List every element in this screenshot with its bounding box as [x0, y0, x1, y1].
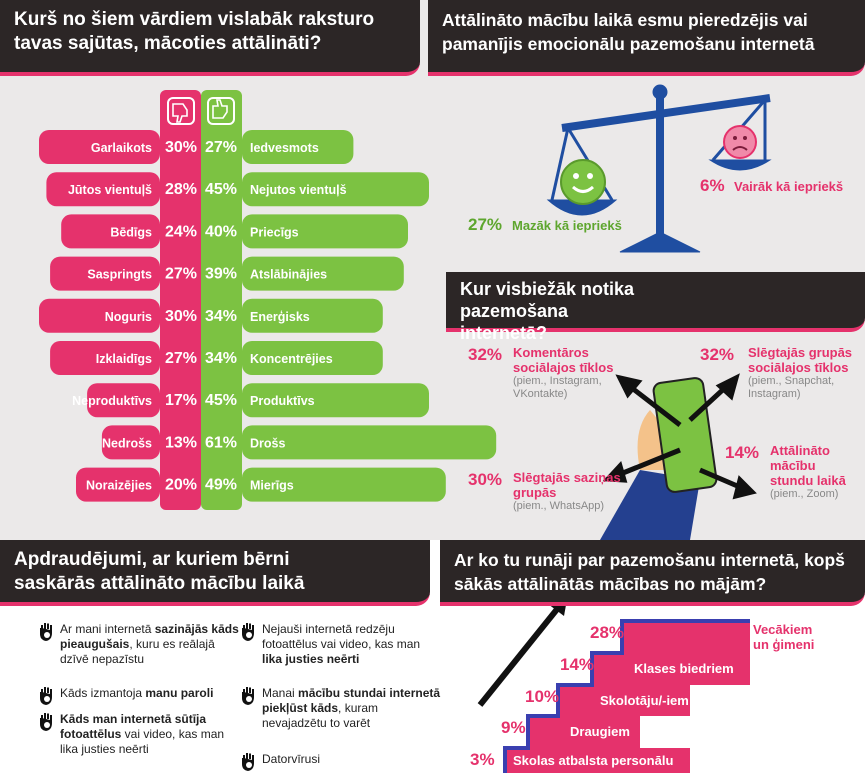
- threat-text: Ar mani internetā: [60, 622, 155, 636]
- section-header: Kur visbiežāk notika pazemošana internet…: [446, 272, 865, 332]
- positive-label: Produktīvs: [250, 394, 315, 408]
- positive-value-label: 61%: [205, 434, 237, 451]
- section-title: Ar ko tu runāji par pazemošanu internetā…: [454, 550, 845, 594]
- threat-item: Ar mani internetā sazinājās kāds pieaugu…: [38, 622, 240, 667]
- step-label: Skolotāju/-iem: [600, 693, 689, 708]
- label: Mazāk kā iepriekš: [512, 218, 622, 233]
- step-label: Klases biedriem: [634, 661, 734, 676]
- positive-value-label: 34%: [205, 308, 237, 325]
- threat-item: Kāds man internetā sūtīja fotoattēlus va…: [38, 712, 240, 757]
- label: Vairāk kā iepriekš: [734, 179, 843, 194]
- positive-value-label: 34%: [205, 350, 237, 367]
- percent: 9%: [501, 718, 526, 738]
- percent: 3%: [470, 750, 495, 770]
- positive-label: Koncentrējies: [250, 352, 333, 366]
- location-block: Komentāros sociālajos tīklos(piem., Inst…: [513, 345, 621, 401]
- location-example: (piem., Instagram, VKontakte): [513, 375, 621, 401]
- percent: 28%: [590, 623, 624, 643]
- threat-text: Kāds izmantoja: [60, 686, 145, 700]
- percent: 10%: [525, 687, 559, 707]
- percent: 6%: [700, 176, 725, 196]
- location-label: Attālināto mācību stundu laikā: [770, 443, 846, 488]
- hand-icon: [240, 622, 258, 642]
- positive-label: Priecīgs: [250, 225, 299, 239]
- positive-label: Enerģisks: [250, 310, 310, 324]
- negative-label: Izklaidīgs: [96, 352, 152, 366]
- smiley-happy: [561, 160, 605, 204]
- step-label: Skolas atbalsta personālu: [513, 753, 673, 768]
- threat-text: lika justies neērti: [262, 652, 359, 666]
- step-label: Vecākiem un ģimeni: [753, 622, 823, 652]
- hand-icon: [240, 752, 258, 772]
- stair-step: [622, 621, 750, 653]
- location-label: Slēgtajās saziņas grupās: [513, 470, 621, 500]
- positive-label: Mierīgs: [250, 479, 294, 493]
- location-block: Slēgtajās grupās sociālajos tīklos(piem.…: [748, 345, 856, 401]
- threat-item: Datorvīrusi: [240, 752, 442, 767]
- negative-label: Garlaikots: [91, 141, 152, 155]
- negative-value-label: 27%: [165, 350, 197, 367]
- positive-label: Nejutos vientuļš: [250, 183, 347, 197]
- location-block: Attālināto mācību stundu laikā(piem., Zo…: [770, 443, 850, 501]
- location-label: Slēgtajās grupās sociālajos tīklos: [748, 345, 852, 375]
- negative-value-label: 28%: [165, 181, 197, 198]
- threat-text: manu paroli: [145, 686, 213, 700]
- negative-value-label: 30%: [165, 139, 197, 156]
- negative-label: Neproduktīvs: [72, 394, 152, 408]
- location-block: Slēgtajās saziņas grupās(piem., WhatsApp…: [513, 470, 621, 513]
- section-title: Attālināto mācību laikā esmu pieredzējis…: [442, 10, 814, 54]
- section-title: Kurš no šiem vārdiem vislabāk raksturo t…: [14, 9, 374, 54]
- threat-item: Kāds izmantoja manu paroli: [38, 686, 240, 701]
- percent: 27%: [468, 215, 502, 235]
- positive-value-label: 45%: [205, 181, 237, 198]
- negative-value-label: 13%: [165, 434, 197, 451]
- negative-label: Noguris: [105, 310, 152, 324]
- threat-item: Nejauši internetā redzēju fotoattēlus va…: [240, 622, 442, 667]
- negative-value-label: 27%: [165, 266, 197, 283]
- threat-text: Datorvīrusi: [262, 752, 320, 766]
- negative-label: Jūtos vientuļš: [68, 183, 152, 197]
- positive-label: Atslābinājies: [250, 268, 327, 282]
- hand-icon: [38, 712, 56, 732]
- step-label: Draugiem: [570, 724, 630, 739]
- threat-text: Nejauši internetā redzēju fotoattēlus va…: [262, 622, 420, 651]
- negative-label: Saspringts: [87, 268, 152, 282]
- location-example: (piem., WhatsApp): [513, 500, 621, 513]
- positive-label: Iedvesmots: [250, 141, 319, 155]
- negative-label: Bēdīgs: [110, 225, 152, 239]
- section-title: Apdraudējumi, ar kuriem bērni saskārās a…: [14, 549, 304, 594]
- page: Garlaikots 30% 27% Iedvesmots Jūtos vientuļš…: [0, 0, 865, 773]
- location-label: Komentāros sociālajos tīklos: [513, 345, 613, 375]
- negative-label: Nedrošs: [102, 436, 152, 450]
- section-header: Apdraudējumi, ar kuriem bērni saskārās a…: [0, 540, 430, 606]
- threat-text: Manai: [262, 686, 298, 700]
- positive-value-label: 40%: [205, 223, 237, 240]
- negative-value-label: 20%: [165, 477, 197, 494]
- positive-value-label: 45%: [205, 392, 237, 409]
- positive-label: Drošs: [250, 436, 285, 450]
- positive-value-label: 39%: [205, 266, 237, 283]
- negative-value-label: 24%: [165, 223, 197, 240]
- hand-icon: [38, 622, 56, 642]
- hand-icon: [38, 686, 56, 706]
- percent: 30%: [468, 470, 502, 490]
- hand-icon: [240, 686, 258, 706]
- negative-value-label: 17%: [165, 392, 197, 409]
- location-example: (piem., Zoom): [770, 488, 850, 501]
- section-header: Kurš no šiem vārdiem vislabāk raksturo t…: [0, 0, 420, 76]
- section-header: Ar ko tu runāji par pazemošanu internetā…: [440, 540, 865, 606]
- percent: 32%: [468, 345, 502, 365]
- positive-value-label: 27%: [205, 139, 237, 156]
- percent: 32%: [700, 345, 734, 365]
- location-example: (piem., Snapchat, Instagram): [748, 375, 856, 401]
- negative-value-label: 30%: [165, 308, 197, 325]
- section-header: Attālināto mācību laikā esmu pieredzējis…: [428, 0, 865, 76]
- threat-item: Manai mācību stundai internetā piekļūst …: [240, 686, 442, 731]
- positive-value-label: 49%: [205, 477, 237, 494]
- percent: 14%: [725, 443, 759, 463]
- negative-label: Noraizējies: [86, 479, 152, 493]
- percent: 14%: [560, 655, 594, 675]
- smiley-sad: [724, 126, 756, 158]
